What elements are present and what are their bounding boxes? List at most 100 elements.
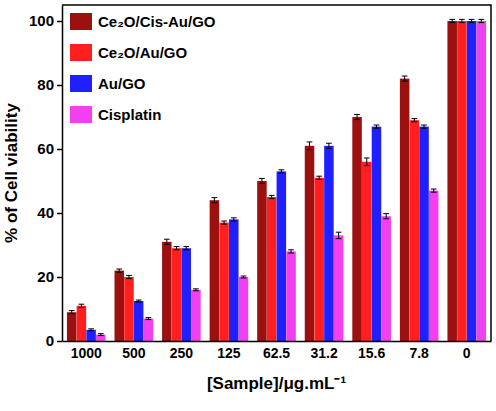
bar xyxy=(96,335,106,341)
tick: 1000 xyxy=(71,341,102,361)
series xyxy=(77,19,467,341)
tick-label: 60 xyxy=(37,140,54,157)
legend-swatch xyxy=(70,75,92,92)
bar xyxy=(267,197,277,341)
error-bar xyxy=(88,329,94,331)
error-bar xyxy=(374,125,380,128)
tick: 80 xyxy=(37,76,62,93)
bar xyxy=(477,21,487,341)
tick: 0 xyxy=(463,341,471,361)
legend-swatch xyxy=(70,106,92,123)
legend-item: Cisplatin xyxy=(70,106,161,123)
error-bar xyxy=(478,19,484,22)
legend-item: Au/GO xyxy=(70,75,146,92)
bar xyxy=(181,248,191,341)
bar xyxy=(162,242,172,341)
x-axis-title: [Sample]/μg.mL⁻¹ xyxy=(207,374,347,393)
error-bar xyxy=(383,214,389,219)
tick-label: 125 xyxy=(217,345,241,361)
error-bar xyxy=(183,247,189,250)
legend: Ce₂O/Cis-Au/GO Ce₂O/Au/GO Au/GO Cisplatin xyxy=(70,13,216,123)
error-bar xyxy=(212,198,218,203)
error-bar xyxy=(126,275,132,278)
tick: 100 xyxy=(29,12,62,29)
error-bar xyxy=(69,311,75,314)
tick-label: 31.2 xyxy=(310,345,337,361)
tick-label: 1000 xyxy=(71,345,102,361)
error-bar xyxy=(421,125,427,128)
legend-label: Ce₂O/Cis-Au/GO xyxy=(98,13,216,30)
bar xyxy=(467,21,477,341)
tick: 125 xyxy=(217,341,241,361)
y-axis: 020406080100 xyxy=(29,6,63,350)
error-bar xyxy=(259,178,265,183)
bar xyxy=(305,146,315,341)
error-bar xyxy=(459,19,465,22)
error-bar xyxy=(364,158,370,166)
legend-swatch xyxy=(70,44,92,61)
error-bar xyxy=(269,195,275,198)
tick-label: 7.8 xyxy=(409,345,429,361)
tick-mark xyxy=(57,85,62,87)
tick-label: 40 xyxy=(37,204,54,221)
tick: 60 xyxy=(37,140,62,157)
tick: 62.5 xyxy=(263,341,290,361)
error-bar xyxy=(307,142,313,150)
tick-label: 62.5 xyxy=(263,345,290,361)
frame xyxy=(62,5,491,341)
legend-label: Au/GO xyxy=(98,75,146,92)
legend-label: Ce₂O/Au/GO xyxy=(98,44,188,61)
error-bar xyxy=(146,318,152,320)
error-bar xyxy=(116,269,122,272)
tick-label: 20 xyxy=(37,268,54,285)
tick-mark xyxy=(57,213,62,215)
tick-label: 500 xyxy=(122,345,146,361)
bar xyxy=(144,319,154,341)
error-bar xyxy=(431,189,437,192)
bar xyxy=(115,271,125,341)
error-bar xyxy=(411,119,417,122)
bar xyxy=(229,219,239,341)
bar xyxy=(134,301,144,341)
error-bar xyxy=(79,304,85,307)
bar xyxy=(257,181,267,341)
legend-item: Ce₂O/Au/GO xyxy=(70,44,188,61)
error-bar xyxy=(288,250,294,253)
tick: 31.2 xyxy=(310,341,337,361)
legend-item: Ce₂O/Cis-Au/GO xyxy=(70,13,216,30)
bar xyxy=(362,162,372,341)
tick-mark xyxy=(57,277,62,279)
tick: 15.6 xyxy=(358,341,385,361)
tick-mark xyxy=(57,21,62,23)
bar xyxy=(410,120,420,341)
bar xyxy=(191,290,201,341)
bar xyxy=(429,191,439,341)
error-bar xyxy=(174,247,180,250)
chart: 0 20 40 60 80 100 1000 500 250 125 62.5 31.2 15.6 7.8… xyxy=(0,0,496,411)
tick: 20 xyxy=(37,268,62,285)
y-axis-title: % of Cell viability xyxy=(2,103,21,243)
tick: 40 xyxy=(37,204,62,221)
bars xyxy=(67,19,486,341)
bar xyxy=(67,312,77,341)
bar xyxy=(277,171,287,341)
bar xyxy=(124,277,134,341)
bar xyxy=(77,306,87,341)
error-bar xyxy=(402,76,408,81)
bar xyxy=(86,330,96,341)
error-bar xyxy=(231,218,237,221)
tick-label: 100 xyxy=(29,12,54,29)
tick: 250 xyxy=(170,341,194,361)
tick-label: 80 xyxy=(37,76,54,93)
bar xyxy=(219,223,229,341)
series xyxy=(67,19,457,341)
tick: 500 xyxy=(122,341,146,361)
bar xyxy=(324,146,334,341)
series xyxy=(86,19,476,341)
tick-label: 250 xyxy=(170,345,194,361)
bar xyxy=(352,117,362,341)
error-bar xyxy=(98,334,104,336)
series xyxy=(96,19,486,341)
error-bar xyxy=(278,170,284,173)
tick-label: 15.6 xyxy=(358,345,385,361)
